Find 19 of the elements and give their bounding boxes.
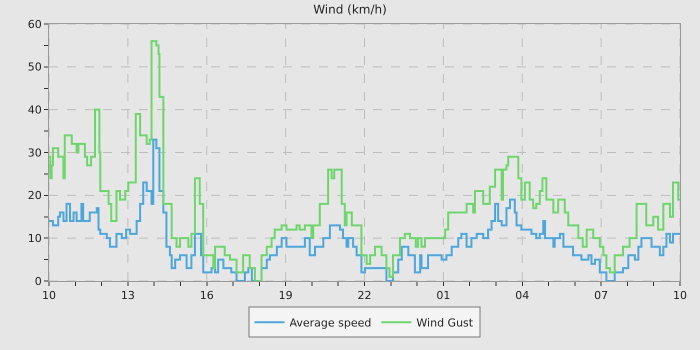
y-tick-label: 10 — [28, 232, 42, 246]
y-tick-label: 20 — [28, 189, 42, 202]
x-tick-label: 04 — [515, 289, 530, 302]
x-tick-label: 22 — [358, 289, 372, 302]
x-tick-label: 13 — [120, 289, 135, 302]
y-tick-label: 40 — [28, 104, 42, 117]
x-tick-label: 01 — [436, 289, 450, 302]
x-tick-label: 10 — [42, 289, 56, 302]
x-tick-label: 19 — [278, 289, 293, 302]
y-tick-label: 30 — [28, 146, 42, 160]
x-tick-label: 07 — [594, 289, 608, 302]
legend-label: Wind Gust — [416, 316, 474, 330]
x-tick-label: 16 — [200, 289, 214, 302]
legend-label: Average speed — [290, 316, 372, 330]
y-tick-label: 60 — [28, 18, 42, 31]
y-tick-label: 50 — [28, 60, 42, 74]
x-tick-label: 10 — [673, 289, 687, 302]
chart-title: Wind (km/h) — [313, 2, 387, 17]
y-tick-label: 0 — [34, 274, 42, 288]
